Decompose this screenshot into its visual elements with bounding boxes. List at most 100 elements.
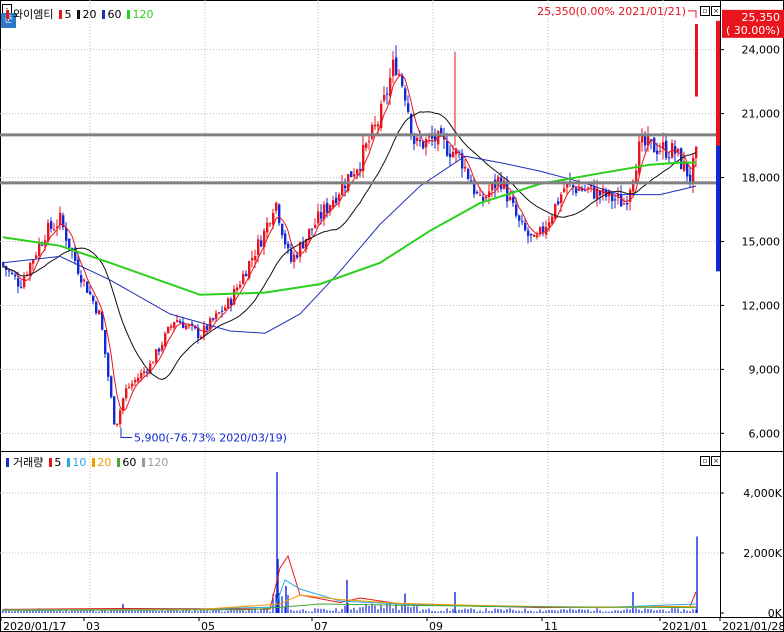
candle-body bbox=[293, 254, 296, 263]
candle-body bbox=[152, 362, 155, 364]
candle-body bbox=[170, 325, 173, 328]
current-price-change: ( 30.00%) bbox=[726, 24, 780, 37]
candle-body bbox=[23, 277, 26, 288]
volume-maximize-icon[interactable]: ▫ bbox=[700, 456, 710, 466]
candle-body bbox=[407, 103, 410, 112]
candle-body bbox=[209, 318, 212, 330]
candle-body bbox=[542, 226, 545, 233]
volume-title[interactable]: 거래량 bbox=[13, 456, 44, 469]
vol-ma5-label[interactable]: 5 bbox=[54, 455, 62, 469]
candle-body bbox=[629, 189, 632, 202]
low-price-annotation: 5,900(-76.73% 2020/03/19) bbox=[134, 431, 287, 444]
maximize-icon[interactable]: ▫ bbox=[700, 6, 710, 16]
candle-body bbox=[266, 222, 269, 233]
candle-body bbox=[29, 262, 32, 276]
ma60-label[interactable]: 60 bbox=[107, 7, 122, 21]
volume-tick-label: 2,000K bbox=[743, 547, 782, 560]
candle-body bbox=[227, 298, 230, 309]
candle-body bbox=[479, 194, 482, 196]
ma20-swatch bbox=[77, 10, 81, 19]
vol-ma60-label[interactable]: 60 bbox=[122, 455, 137, 469]
candle-body bbox=[338, 194, 341, 201]
candle-body bbox=[368, 141, 371, 143]
candle-body bbox=[359, 169, 362, 171]
candle-body bbox=[212, 318, 215, 320]
candle-body bbox=[647, 136, 650, 146]
ma5-line bbox=[2, 73, 697, 412]
ma20-label[interactable]: 20 bbox=[82, 7, 97, 21]
candle-body bbox=[308, 228, 311, 240]
candle-body bbox=[467, 169, 470, 179]
candle-body bbox=[557, 201, 560, 205]
candle-body bbox=[377, 124, 380, 127]
candle-body bbox=[410, 114, 413, 134]
ma5-label[interactable]: 5 bbox=[64, 7, 72, 21]
candle-body bbox=[26, 274, 29, 276]
candle-body bbox=[215, 313, 218, 319]
candle-body bbox=[659, 150, 662, 152]
candle-body bbox=[86, 281, 89, 293]
vol-ma120-label[interactable]: 120 bbox=[147, 455, 169, 469]
candle-body bbox=[662, 142, 665, 150]
candle-body bbox=[254, 256, 257, 261]
vol-ma10-label[interactable]: 10 bbox=[72, 455, 87, 469]
ma120-label[interactable]: 120 bbox=[132, 7, 154, 21]
candle-body bbox=[116, 423, 119, 425]
candle-body bbox=[695, 146, 698, 158]
vol-ma20-swatch bbox=[92, 458, 96, 467]
candle-body bbox=[686, 162, 689, 177]
candle-body bbox=[635, 170, 638, 182]
candle-body bbox=[65, 227, 68, 241]
candle-body bbox=[320, 212, 323, 219]
stock-name[interactable]: 와이엠티 bbox=[13, 8, 54, 21]
candle-body bbox=[362, 144, 365, 172]
candle-body bbox=[155, 349, 158, 363]
candle-body bbox=[449, 153, 452, 158]
mode-toggle-button[interactable]: 준 bbox=[1, 13, 16, 28]
candle-body bbox=[524, 222, 527, 231]
candle-body bbox=[74, 249, 77, 261]
candle-body bbox=[398, 73, 401, 76]
candle-body bbox=[533, 234, 536, 237]
x-tick-label: 2021/01 bbox=[662, 620, 708, 632]
vol-ma20-label[interactable]: 20 bbox=[97, 455, 112, 469]
candle-body bbox=[335, 197, 338, 203]
candle-body bbox=[677, 148, 680, 152]
candle-body bbox=[599, 190, 602, 196]
candle-body bbox=[344, 185, 347, 189]
candle-body bbox=[626, 203, 629, 205]
candle-body bbox=[47, 222, 50, 242]
candle-body bbox=[284, 233, 287, 245]
candle-body bbox=[620, 194, 623, 207]
legend-color-swatch bbox=[6, 9, 9, 19]
candle-body bbox=[257, 239, 260, 255]
close-icon[interactable]: × bbox=[711, 6, 721, 16]
candle-body bbox=[440, 128, 443, 134]
candle-body bbox=[323, 204, 326, 220]
candle-body bbox=[251, 257, 254, 261]
candle-body bbox=[191, 323, 194, 326]
candle-body bbox=[302, 242, 305, 249]
candle-body bbox=[92, 296, 95, 302]
candle-body bbox=[587, 187, 590, 189]
candle-body bbox=[530, 233, 533, 236]
candle-body bbox=[50, 221, 53, 229]
candle-body bbox=[245, 273, 248, 277]
price-tick-label: 6,000 bbox=[749, 427, 781, 440]
candle-body bbox=[56, 226, 59, 228]
current-price-value: 25,350 bbox=[742, 11, 781, 24]
volume-close-icon[interactable]: × bbox=[711, 456, 721, 466]
candle-body bbox=[83, 279, 86, 281]
candle-body bbox=[113, 396, 116, 425]
candle-body bbox=[104, 330, 107, 354]
candle-body bbox=[401, 75, 404, 87]
candle-body bbox=[632, 180, 635, 192]
candle-body bbox=[350, 171, 353, 177]
ma20-line bbox=[2, 111, 697, 381]
candle-body bbox=[290, 249, 293, 262]
price-tick-label: 9,000 bbox=[749, 363, 781, 376]
candle-body bbox=[413, 133, 416, 144]
price-tick-label: 12,000 bbox=[742, 299, 781, 312]
price-tick-label: 24,000 bbox=[742, 44, 781, 57]
